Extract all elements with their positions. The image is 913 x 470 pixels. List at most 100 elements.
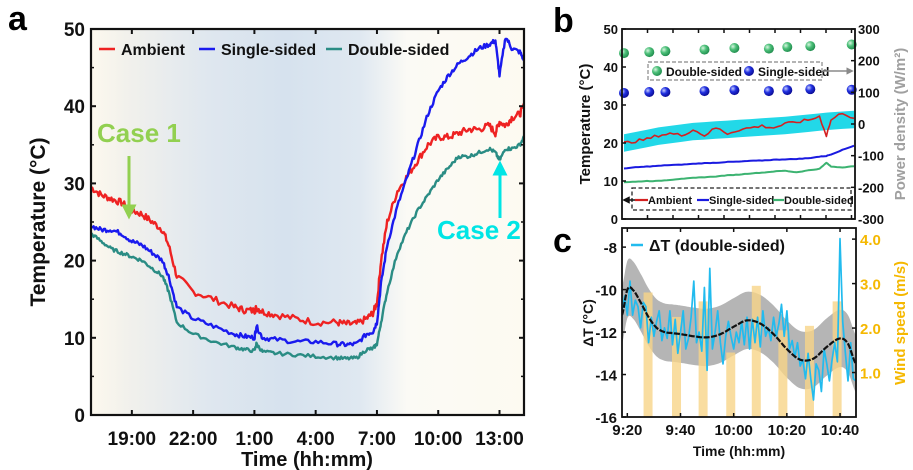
panel-label-c: c (553, 222, 572, 260)
y-tick-label: 20 (604, 136, 618, 151)
lines-legend-label-double: Double-sided (784, 195, 854, 207)
y-tick-label: -14 (595, 368, 617, 385)
x-tick-label: 10:00 (414, 429, 463, 450)
series-line-double-sided (623, 161, 855, 184)
lines-legend-label-single: Single-sided (709, 195, 774, 207)
points-legend-box (647, 61, 823, 81)
series-line-single-sided (91, 37, 524, 348)
y-tick-label-right: 2.0 (860, 321, 881, 338)
x-tick-label: 4:00 (297, 429, 335, 450)
power-point-double-sided (805, 41, 816, 52)
y-tick-label: -8 (604, 240, 617, 257)
power-point-double-sided (660, 46, 671, 57)
lines-legend-label-ambient: Ambient (648, 195, 692, 207)
wind-speed-bar (778, 330, 788, 417)
x-tick-label: 9:40 (665, 422, 695, 439)
series-line-single-sided (623, 144, 855, 170)
panel-label-a: a (8, 0, 28, 38)
power-point-single-sided (699, 86, 710, 97)
y-tick-label: -10 (595, 283, 617, 300)
y-tick-label-right: 100 (858, 85, 880, 100)
y-tick-label: 10 (64, 329, 85, 350)
panel-a-background (91, 29, 524, 415)
panel-b-points-legend: Double-sided Single-sided (647, 61, 854, 81)
y-tick-label: -12 (595, 325, 617, 342)
panel-c-xlabel: Time (hh:mm) (693, 443, 785, 459)
fit-line (622, 286, 856, 365)
panel-c-ylabel: ΔT (°C) (580, 299, 596, 347)
x-tick-label: 19:00 (108, 429, 157, 450)
power-point-double-sided (729, 43, 740, 53)
legend-ball-double (652, 66, 662, 76)
y-tick-label-right: -200 (858, 180, 884, 195)
x-tick-label: 22:00 (169, 429, 218, 450)
panel-label-b: b (553, 2, 574, 40)
y-tick-label: 30 (64, 174, 85, 195)
y-tick-label-right: 300 (858, 22, 880, 37)
panel-c-legend: ΔT (double-sided) (631, 238, 785, 255)
power-point-double-sided (699, 44, 710, 55)
wind-speed-bar (672, 316, 682, 417)
wind-speed-bar (698, 301, 708, 417)
power-point-single-sided (782, 85, 793, 96)
y-tick-label: 40 (604, 60, 618, 75)
lines-legend-box (631, 187, 852, 211)
panel-a-xlabel: Time (hh:mm) (241, 449, 373, 470)
points-legend-label-single: Single-sided (758, 65, 829, 79)
power-point-double-sided (782, 42, 793, 53)
wind-speed-bar (726, 352, 736, 417)
legend-label-double: Double-sided (348, 42, 449, 59)
y-tick-label-right: -100 (858, 149, 884, 164)
power-point-single-sided (763, 86, 774, 97)
x-tick-label: 1:00 (235, 429, 273, 450)
y-tick-label: 0 (611, 212, 618, 227)
power-point-single-sided (644, 87, 655, 98)
panel-a-ylabel: Temperature (°C) (27, 137, 50, 306)
y-tick-label: 0 (74, 406, 85, 427)
annotation-case-1: Case 1 (97, 118, 181, 148)
y-tick-label: 10 (604, 174, 618, 189)
series-line-ambient (623, 112, 855, 144)
wind-speed-bar (751, 285, 761, 417)
panel-c-frame (621, 227, 857, 418)
x-tick-label: 9:20 (612, 422, 642, 439)
panel-a: a 0 10 20 30 40 50 19:00 22:00 1:00 4:00 7:00 10:0… (8, 0, 526, 470)
points-legend-label-double: Double-sided (666, 65, 742, 79)
legend-label-single: Single-sided (221, 42, 316, 59)
x-tick-label: 7:00 (358, 429, 396, 450)
legend-label-ambient: Ambient (121, 42, 186, 59)
y-tick-label: 50 (604, 22, 618, 37)
y-tick-label: -16 (595, 410, 617, 427)
y-tick-label: 30 (604, 98, 618, 113)
power-point-single-sided (619, 87, 629, 98)
y-tick-label-right: 1.0 (860, 366, 881, 383)
panel-b: b Double-sided Single-sided Ambient Sing… (553, 2, 909, 227)
wind-speed-bar (643, 292, 653, 417)
panel-c-ylabel-right: Wind speed (m/s) (892, 261, 909, 385)
y-tick-label-right: -300 (858, 212, 884, 227)
panel-b-ylabel-right: Power density (W/m²) (892, 48, 909, 201)
panel-b-lines-legend: Ambient Single-sided Double-sided (622, 187, 854, 211)
x-tick-label: 10:20 (768, 422, 806, 439)
y-tick-label-right: 0 (858, 117, 865, 132)
panel-b-ylabel: Temperature (°C) (577, 64, 594, 185)
y-tick-label: 50 (64, 20, 85, 41)
x-tick-label: 10:00 (714, 422, 752, 439)
panel-c: c -16 -14 -12 -10 -8 1.0 2.0 3.0 4.0 9:20 9:40 10… (553, 222, 909, 459)
series-line-double-sided (91, 135, 524, 361)
power-point-double-sided (763, 43, 774, 54)
power-point-single-sided (660, 87, 671, 98)
y-tick-label-right: 200 (858, 54, 880, 69)
y-tick-label: 20 (64, 252, 85, 273)
x-tick-label: 10:40 (821, 422, 859, 439)
y-tick-label: 40 (64, 97, 85, 118)
y-tick-label-right: 4.0 (860, 232, 881, 249)
panel-a-legend: Ambient Single-sided Double-sided (99, 42, 449, 59)
power-point-single-sided (729, 85, 740, 96)
legend-ball-single (744, 66, 754, 76)
legend-label-delta-t: ΔT (double-sided) (649, 238, 785, 255)
x-tick-label: 13:00 (475, 429, 524, 450)
power-point-double-sided (619, 48, 629, 59)
power-point-double-sided (644, 47, 655, 58)
